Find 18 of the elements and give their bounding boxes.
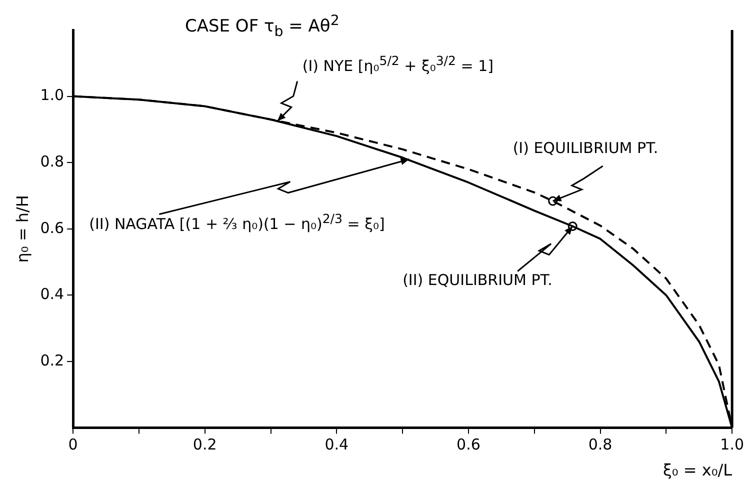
y-axis-title: η₀ = h/H [12,195,32,263]
x-tick-label: 1.0 [720,436,744,454]
annotation: (II) EQUILIBRIUM PT. [402,271,552,290]
y-tick-label: 0.2 [40,351,64,370]
x-tick-label: 0.4 [324,436,349,454]
y-tick-label: 0.8 [40,152,64,170]
chart-title: CASE OF τ$_{b}$ = Aθ$^{2}$ [185,13,340,40]
y-tick-label: 0.6 [40,218,64,237]
y-tick-label: 1.0 [40,86,64,104]
x-tick-label: 0.6 [456,436,480,454]
x-tick-label: 0.8 [588,436,612,454]
annotation: (I) EQUILIBRIUM PT. [512,139,658,158]
x-tick-label: 0 [68,436,78,454]
y-tick-label: 0.4 [40,285,64,304]
x-tick-label: 0.2 [192,436,217,454]
annotation: (I) NYE [η₀$^{5/2}$ + ξ₀$^{3/2}$ = 1] [302,53,494,76]
annotation: (II) NAGATA [(1 + ⅔ η₀)(1 − η₀)$^{2/3}$ = ξ₀] [89,211,385,234]
x-axis-title: ξ₀ = x₀/L [662,460,732,480]
